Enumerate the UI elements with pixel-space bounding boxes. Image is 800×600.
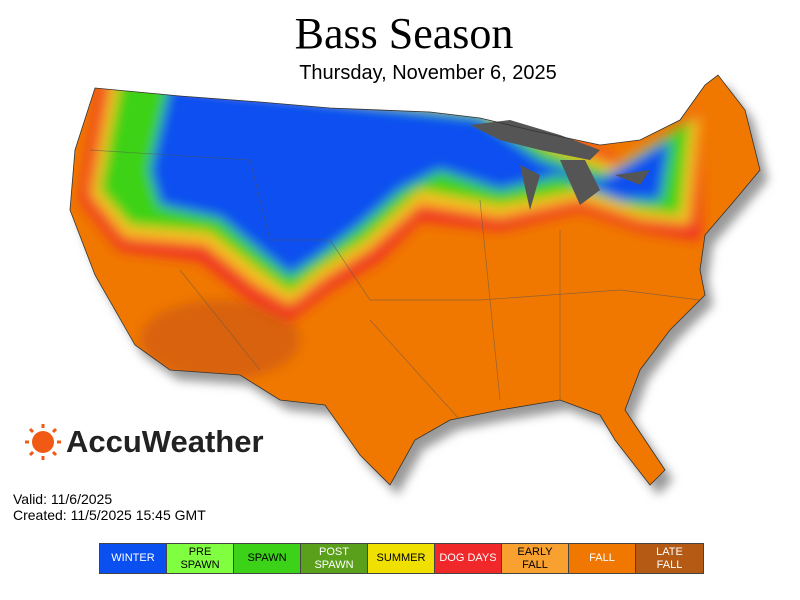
legend-item: PRE SPAWN — [167, 544, 234, 573]
subtitle: Thursday, November 6, 2025 — [299, 62, 557, 84]
legend-label: DOG DAYS — [439, 552, 497, 564]
title: Bass Season — [294, 9, 514, 58]
legend-label: FALL — [522, 558, 548, 571]
legend-label: SPAWN — [314, 558, 354, 571]
legend-item: SPAWN — [234, 544, 301, 573]
legend-label: SPAWN — [180, 558, 220, 571]
legend-label: POST — [319, 545, 349, 558]
brand-name: AccuWeather — [66, 424, 264, 459]
info: Valid: 11/6/2025 Created: 11/5/2025 15:4… — [13, 491, 206, 523]
legend-item: DOG DAYS — [435, 544, 502, 573]
legend-item: SUMMER — [368, 544, 435, 573]
legend-item: EARLY FALL — [502, 544, 569, 573]
great-lakes — [470, 120, 650, 210]
legend-item: WINTER — [100, 544, 167, 573]
legend: WINTER PRE SPAWN SPAWN POST SPAWN SUMMER DOG DA… — [99, 543, 704, 574]
logo-sun — [25, 424, 61, 460]
legend-item: FALL — [569, 544, 636, 573]
legend-label: SPAWN — [247, 552, 287, 564]
valid-date: Valid: 11/6/2025 — [13, 491, 113, 507]
created-date: Created: 11/5/2025 15:45 GMT — [13, 507, 206, 523]
legend-label: LATE — [656, 545, 683, 558]
legend-item: POST SPAWN — [301, 544, 368, 573]
legend-label: WINTER — [111, 552, 155, 564]
legend-label: FALL — [656, 558, 683, 571]
legend-label: PRE — [188, 545, 212, 558]
legend-label: FALL — [589, 552, 615, 564]
legend-label: SUMMER — [376, 552, 426, 564]
legend-item: LATE FALL — [636, 544, 703, 573]
legend-label: EARLY — [517, 545, 553, 558]
